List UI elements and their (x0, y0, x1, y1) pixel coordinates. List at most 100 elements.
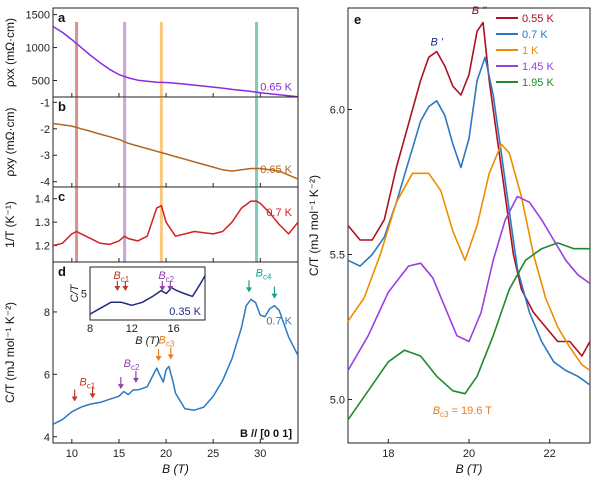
y-tick-label: -3 (40, 150, 50, 162)
transition-band (159, 187, 163, 262)
transition-band (255, 22, 259, 97)
field-direction-label: B // [0 0 1] (240, 428, 292, 440)
arrow-head (132, 377, 139, 383)
y-axis-label: 1/T (K⁻¹) (3, 201, 17, 248)
inset-temp-label: 0.35 K (169, 306, 201, 318)
inset-bc2-label: Bc2 (158, 270, 174, 284)
y-tick-label: 1.3 (35, 217, 50, 229)
inset-x-tick: 12 (126, 323, 138, 335)
y-tick-label: -4 (40, 177, 50, 189)
inset-line (89, 275, 206, 315)
series-line (52, 122, 299, 180)
arrow-head (271, 293, 278, 299)
y-tick-label: 4 (44, 432, 50, 444)
y-axis-label: C/T (mJ mol⁻¹ K⁻²) (307, 175, 321, 276)
bc4-label: Bc4 (256, 267, 272, 281)
transition-band (255, 187, 259, 262)
b-double-prime-label: B '' (472, 5, 487, 17)
inset-x-tick: 8 (87, 323, 93, 335)
transition-band (159, 22, 163, 97)
x-tick-label: 15 (113, 448, 125, 460)
y-tick-label: 500 (32, 76, 50, 88)
inset-x-label: B (T) (135, 335, 160, 347)
legend-label: 0.55 K (522, 13, 554, 25)
panel-a: 500 1000 1500 ρxx (mΩ·cm) a 0.65 K (3, 7, 299, 98)
y-tick-label: 6 (44, 369, 50, 381)
arrow-head (167, 286, 174, 291)
arrow-head (167, 354, 174, 360)
inset-y-label: C/T (69, 283, 81, 302)
x-tick-label: 22 (544, 448, 556, 460)
panel-letter: b (58, 99, 66, 114)
bc2-label: Bc2 (124, 358, 140, 372)
transition-band (123, 22, 127, 97)
inset-x-tick: 16 (168, 323, 180, 335)
x-axis-label: B (T) (456, 462, 483, 476)
panel-e: 18 20 22 5.0 5.5 6.0 B (T) C/T (mJ mol⁻¹ K⁻²) e 0… (307, 5, 591, 476)
series-line (347, 195, 591, 371)
series-label: 0.7 K (266, 315, 292, 327)
y-axis-label: ρxx (mΩ·cm) (3, 18, 17, 87)
arrow-head (114, 286, 121, 291)
series-line (347, 242, 590, 421)
transition-band (159, 97, 163, 187)
panel-letter: e (354, 12, 361, 27)
y-axis-label: C/T (mJ mol⁻¹ K⁻²) (3, 302, 17, 403)
transition-band (75, 97, 79, 187)
y-tick-label: -2 (40, 124, 50, 136)
series-label: 0.65 K (260, 82, 292, 94)
legend-label: 0.7 K (522, 29, 548, 41)
arrow-head (155, 355, 162, 361)
x-axis-label: B (T) (162, 462, 189, 476)
series-label: 0.7 K (266, 207, 292, 219)
y-tick-label: 1.4 (35, 194, 50, 206)
arrow-head (122, 286, 129, 291)
arrow-head (71, 396, 78, 402)
y-tick-label: 1500 (26, 10, 50, 22)
panel-c: 1.2 1.3 1.4 1/T (K⁻¹) c 0.7 K (3, 186, 299, 263)
series-line (52, 298, 299, 425)
y-tick-label: 5.5 (330, 250, 345, 262)
plot-frame (52, 186, 299, 263)
inset-bc1-label: Bc1 (113, 270, 129, 284)
y-tick-label: 5.0 (330, 395, 345, 407)
x-tick-label: 20 (463, 448, 475, 460)
panel-b: -1 -2 -3 -4 ρxy (mΩ·cm) b 0.65 K (3, 96, 299, 189)
y-tick-label: 1.2 (35, 241, 50, 253)
series-line (52, 200, 299, 247)
x-tick-label: 20 (160, 448, 172, 460)
arrow-head (117, 384, 124, 390)
series-line (347, 21, 591, 357)
inset-y-tick: 5 (81, 289, 87, 301)
y-axis-label: ρxy (mΩ·cm) (3, 107, 17, 176)
panel-d: 4 6 8 10 15 20 25 30 B (T) C/T (mJ mol⁻¹ K⁻²) d 0.7… (3, 261, 299, 476)
bc1-label: Bc1 (79, 377, 95, 391)
series-line (347, 143, 591, 372)
transition-band (75, 187, 79, 262)
transition-band (75, 22, 79, 97)
b-prime-label: B ' (430, 37, 443, 49)
x-tick-label: 30 (254, 448, 266, 460)
transition-band (255, 97, 259, 187)
y-tick-label: 6.0 (330, 105, 345, 117)
arrow-head (89, 393, 96, 399)
legend-label: 1.45 K (522, 61, 554, 73)
plot-frame (52, 261, 299, 444)
y-tick-label: 1000 (26, 43, 50, 55)
series-label: 0.65 K (260, 164, 292, 176)
series-line (52, 25, 299, 98)
legend-label: 1.95 K (522, 77, 554, 89)
x-tick-label: 18 (382, 448, 394, 460)
panel-letter: c (58, 189, 65, 204)
legend-label: 1 K (522, 45, 539, 57)
x-tick-label: 25 (207, 448, 219, 460)
y-tick-label: -1 (40, 97, 50, 109)
arrow-head (246, 287, 252, 293)
panel-letter: d (58, 264, 66, 279)
arrow-head (159, 286, 166, 291)
y-tick-label: 8 (44, 307, 50, 319)
transition-band (123, 187, 127, 262)
panel-letter: a (58, 10, 66, 25)
x-tick-label: 10 (66, 448, 78, 460)
